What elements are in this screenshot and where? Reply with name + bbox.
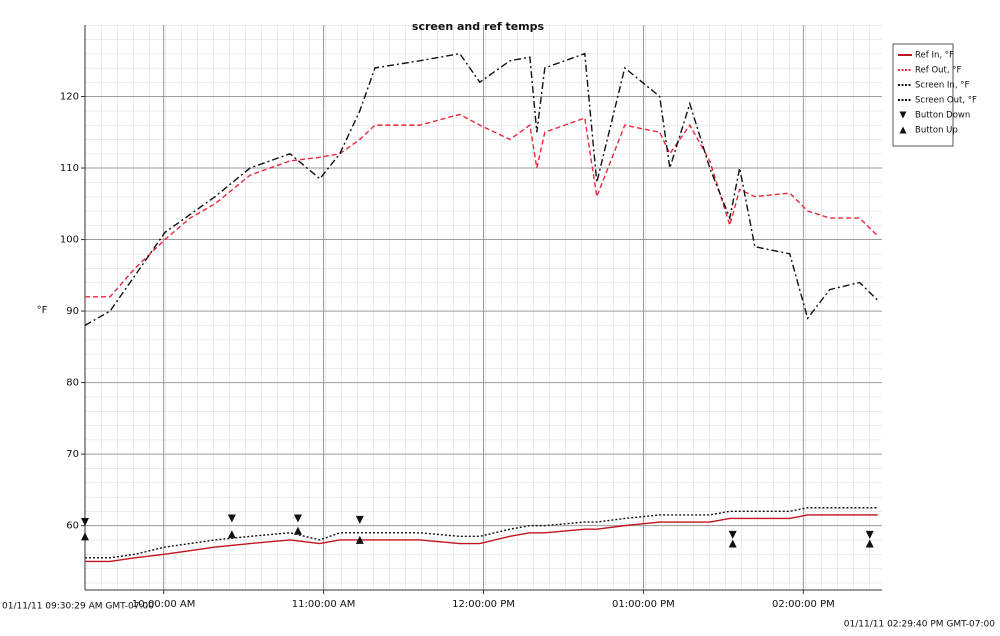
event-marker xyxy=(355,535,364,544)
event-marker xyxy=(81,532,89,541)
y-tick-label: 80 xyxy=(66,378,79,389)
y-tick-label: 100 xyxy=(60,235,79,246)
event-marker xyxy=(293,514,302,523)
legend-label: Button Down xyxy=(915,111,970,121)
end-time: 01/11/11 02:29:40 PM GMT-07:00 xyxy=(844,620,995,630)
event-marker xyxy=(865,539,874,548)
legend-symbol xyxy=(899,111,907,119)
y-axis-label: °F xyxy=(37,305,48,316)
event-marker xyxy=(227,530,236,539)
y-tick-label: 70 xyxy=(66,449,79,460)
legend-symbol xyxy=(899,126,907,134)
series-line xyxy=(85,514,878,563)
series-line xyxy=(85,113,879,298)
x-tick-label: 02:00:00 PM xyxy=(772,599,835,610)
y-tick-label: 110 xyxy=(60,163,79,174)
legend-label: Button Up xyxy=(915,126,958,136)
event-marker xyxy=(81,518,89,527)
event-marker xyxy=(728,530,737,539)
legend-label: Screen In, °F xyxy=(915,81,969,91)
y-tick-label: 60 xyxy=(66,521,79,532)
series-line xyxy=(84,52,879,326)
x-tick-label: 12:00:00 PM xyxy=(452,599,515,610)
start-time: 01/11/11 09:30:29 AM GMT-07:00 xyxy=(2,602,154,612)
event-marker xyxy=(355,515,364,524)
legend-label: Ref In, °F xyxy=(915,51,954,61)
event-marker xyxy=(293,526,302,535)
x-tick-label: 11:00:00 AM xyxy=(292,599,356,610)
x-tick-label: 10:00:00 AM xyxy=(132,599,196,610)
legend-label: Ref Out, °F xyxy=(915,66,962,76)
chart-title: screen and ref temps xyxy=(412,20,545,33)
legend-label: Screen Out, °F xyxy=(915,96,977,106)
y-tick-label: 90 xyxy=(66,306,79,317)
x-tick-label: 01:00:00 PM xyxy=(612,599,675,610)
event-marker xyxy=(865,530,874,539)
event-marker xyxy=(227,514,236,523)
event-marker xyxy=(728,539,737,548)
y-tick-label: 120 xyxy=(60,92,79,103)
